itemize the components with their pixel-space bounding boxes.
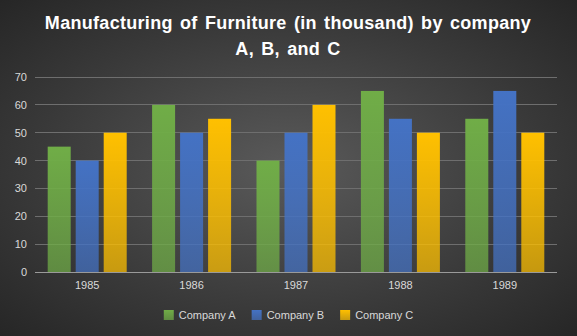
bars xyxy=(48,91,545,272)
grid-line xyxy=(35,77,557,78)
chart: Manufacturing of Furniture (in thousand)… xyxy=(0,0,577,336)
legend-swatch xyxy=(252,310,262,320)
x-tick-label: 1987 xyxy=(284,279,308,291)
legend-swatch xyxy=(340,310,350,320)
bar xyxy=(361,91,384,272)
bar xyxy=(493,91,516,272)
y-tick-label: 0 xyxy=(21,266,27,278)
bar xyxy=(76,161,99,272)
bar xyxy=(257,161,280,272)
legend-label: Company A xyxy=(179,309,237,321)
bar xyxy=(389,119,412,272)
legend: Company A Company B Company C xyxy=(164,309,413,321)
bar xyxy=(313,105,336,272)
bar xyxy=(521,133,544,272)
title: Manufacturing of Furniture (in thousand)… xyxy=(38,10,538,62)
grid-line xyxy=(35,104,557,105)
y-tick-label: 60 xyxy=(15,99,27,111)
bar xyxy=(208,119,231,272)
x-tick-label: 1986 xyxy=(179,279,203,291)
y-tick-label: 50 xyxy=(15,127,27,139)
y-tick-label: 70 xyxy=(15,71,27,83)
y-tick-label: 20 xyxy=(15,210,27,222)
bar xyxy=(417,133,440,272)
bar xyxy=(465,119,488,272)
bar xyxy=(285,133,308,272)
x-tick-label: 1988 xyxy=(388,279,412,291)
bar xyxy=(180,133,203,272)
legend-label: Company C xyxy=(355,309,413,321)
y-tick-label: 10 xyxy=(15,238,27,250)
x-tick-label: 1985 xyxy=(75,279,99,291)
legend-swatch xyxy=(164,310,174,320)
x-tick-label: 1989 xyxy=(493,279,517,291)
y-tick-label: 30 xyxy=(15,182,27,194)
bar xyxy=(48,147,71,272)
plot-svg: 0 10 20 30 40 50 60 70 1985 1986 1987 1988 1989 Compa… xyxy=(0,0,577,336)
bar xyxy=(104,133,127,272)
legend-label: Company B xyxy=(267,309,324,321)
bar xyxy=(152,105,175,272)
y-tick-label: 40 xyxy=(15,155,27,167)
